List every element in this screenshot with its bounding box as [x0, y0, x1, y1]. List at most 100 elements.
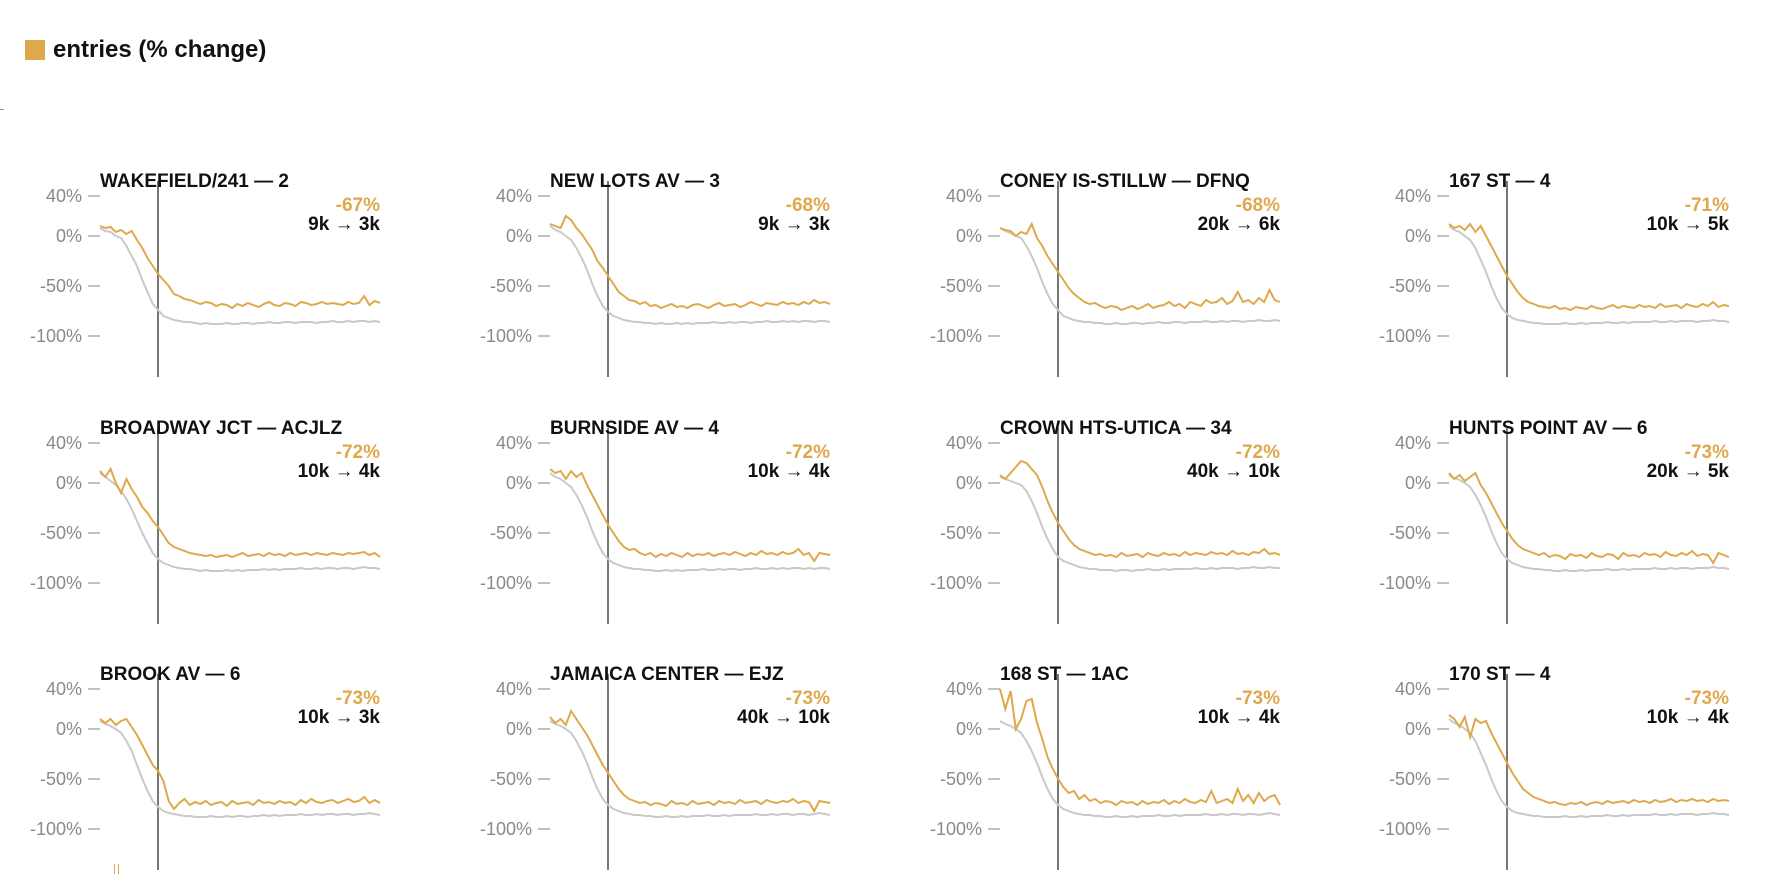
entries-series-line	[99, 225, 381, 310]
entries-series-line	[1448, 222, 1730, 312]
baseline-series-line	[99, 720, 381, 819]
volume-change-label: 40k → 10k	[1187, 461, 1280, 482]
panel-plot: 40% 0% -50% -100%	[480, 428, 831, 624]
y-tick-label: 40%	[46, 679, 82, 699]
percent-change-label: -72%	[785, 442, 830, 463]
panel-title: JAMAICA CENTER — EJZ	[550, 664, 784, 685]
y-tick-label: -100%	[480, 573, 532, 593]
y-tick-label: -50%	[940, 769, 982, 789]
panel-title: NEW LOTS AV — 3	[550, 171, 720, 192]
y-tick-label: -100%	[930, 326, 982, 346]
panel-plot: 40% 0% -50% -100%	[30, 674, 381, 870]
scroll-handle	[114, 864, 119, 874]
y-tick-label: -100%	[30, 573, 82, 593]
entries-series-line	[549, 708, 831, 814]
y-tick-label: 40%	[496, 433, 532, 453]
panel-title: 168 ST — 1AC	[1000, 664, 1129, 685]
percent-change-label: -73%	[1684, 442, 1729, 463]
y-tick-label: -100%	[930, 819, 982, 839]
panel-plot: 40% 0% -50% -100%	[1379, 674, 1730, 870]
panel-plot: 40% 0% -50% -100%	[930, 674, 1281, 870]
y-tick-label: 40%	[1395, 433, 1431, 453]
y-tick-label: -50%	[940, 276, 982, 296]
panel-title: BROOK AV — 6	[100, 664, 241, 685]
y-tick-label: 0%	[56, 226, 82, 246]
y-tick-label: 40%	[1395, 186, 1431, 206]
panel-title: HUNTS POINT AV — 6	[1449, 418, 1648, 439]
y-tick-label: -100%	[30, 326, 82, 346]
station-panel: 40% 0% -50% -100% CROWN HTS-UTICA — 34 -72% 40…	[900, 418, 1330, 650]
y-tick-label: -100%	[1379, 819, 1431, 839]
entries-series-line	[999, 459, 1281, 559]
y-tick-label: 0%	[56, 473, 82, 493]
entries-series-line	[999, 221, 1281, 312]
y-tick-label: 0%	[956, 719, 982, 739]
percent-change-label: -73%	[335, 688, 380, 709]
panel-plot: 40% 0% -50% -100%	[30, 181, 381, 377]
baseline-series-line	[549, 472, 831, 573]
panel-title: WAKEFIELD/241 — 2	[100, 171, 289, 192]
baseline-series-line	[1448, 225, 1730, 326]
panel-title: BURNSIDE AV — 4	[550, 418, 719, 439]
panel-plot: 40% 0% -50% -100%	[1379, 428, 1730, 624]
y-tick-label: -50%	[490, 769, 532, 789]
volume-change-label: 40k → 10k	[737, 707, 830, 728]
volume-change-label: 10k → 4k	[297, 461, 380, 482]
station-panel: 40% 0% -50% -100% HUNTS POINT AV — 6 -73% 20k …	[1349, 418, 1776, 650]
percent-change-label: -71%	[1684, 195, 1729, 216]
baseline-series-line	[99, 227, 381, 326]
panel-title: 167 ST — 4	[1449, 171, 1551, 192]
station-panel: 40% 0% -50% -100% JAMAICA CENTER — EJZ -73% 40…	[450, 664, 880, 896]
volume-change-label: 10k → 4k	[1646, 707, 1729, 728]
baseline-series-line	[1448, 718, 1730, 819]
percent-change-label: -68%	[1235, 195, 1280, 216]
panel-plot: 40% 0% -50% -100%	[930, 428, 1281, 624]
panel-title: CROWN HTS-UTICA — 34	[1000, 418, 1232, 439]
volume-change-label: 10k → 5k	[1646, 214, 1729, 235]
y-tick-label: -100%	[30, 819, 82, 839]
y-tick-label: -50%	[1389, 769, 1431, 789]
y-tick-label: 40%	[946, 679, 982, 699]
y-tick-label: 0%	[506, 719, 532, 739]
entries-series-line	[1448, 471, 1730, 565]
y-tick-label: 40%	[946, 186, 982, 206]
y-tick-label: -100%	[1379, 573, 1431, 593]
y-tick-label: 0%	[956, 226, 982, 246]
legend-label: entries (% change)	[53, 36, 267, 63]
baseline-series-line	[1448, 474, 1730, 573]
y-tick-label: -100%	[1379, 326, 1431, 346]
percent-change-label: -73%	[1684, 688, 1729, 709]
y-tick-label: -50%	[1389, 523, 1431, 543]
baseline-series-line	[99, 472, 381, 573]
y-tick-label: 0%	[1405, 473, 1431, 493]
y-tick-label: -100%	[480, 819, 532, 839]
legend: entries (% change)	[25, 36, 266, 64]
y-tick-label: -50%	[40, 769, 82, 789]
volume-change-label: 9k → 3k	[308, 214, 380, 235]
axis-tick-fragment	[0, 109, 4, 110]
y-tick-label: 40%	[46, 433, 82, 453]
y-tick-label: -100%	[930, 573, 982, 593]
volume-change-label: 10k → 4k	[1197, 707, 1280, 728]
station-panel: 40% 0% -50% -100% NEW LOTS AV — 3 -68% 9k → 3k	[450, 171, 880, 403]
y-tick-label: 0%	[1405, 719, 1431, 739]
y-tick-label: -50%	[40, 276, 82, 296]
station-panel: 40% 0% -50% -100% 170 ST — 4 -73% 10k → 4k	[1349, 664, 1776, 896]
volume-change-label: 20k → 5k	[1646, 461, 1729, 482]
y-tick-label: -50%	[490, 276, 532, 296]
panel-title: CONEY IS-STILLW — DFNQ	[1000, 171, 1250, 192]
percent-change-label: -67%	[335, 195, 380, 216]
y-tick-label: -50%	[490, 523, 532, 543]
panel-plot: 40% 0% -50% -100%	[480, 674, 831, 870]
y-tick-label: 40%	[1395, 679, 1431, 699]
station-panel: 40% 0% -50% -100% CONEY IS-STILLW — DFNQ -68%…	[900, 171, 1330, 403]
y-tick-label: 0%	[56, 719, 82, 739]
panel-plot: 40% 0% -50% -100%	[30, 428, 381, 624]
panel-title: 170 ST — 4	[1449, 664, 1551, 685]
percent-change-label: -68%	[785, 195, 830, 216]
panel-plot: 40% 0% -50% -100%	[1379, 181, 1730, 377]
y-tick-label: 40%	[46, 186, 82, 206]
panel-plot: 40% 0% -50% -100%	[930, 181, 1281, 377]
station-panel: 40% 0% -50% -100% BROADWAY JCT — ACJLZ -72% 10…	[0, 418, 430, 650]
baseline-series-line	[549, 720, 831, 819]
